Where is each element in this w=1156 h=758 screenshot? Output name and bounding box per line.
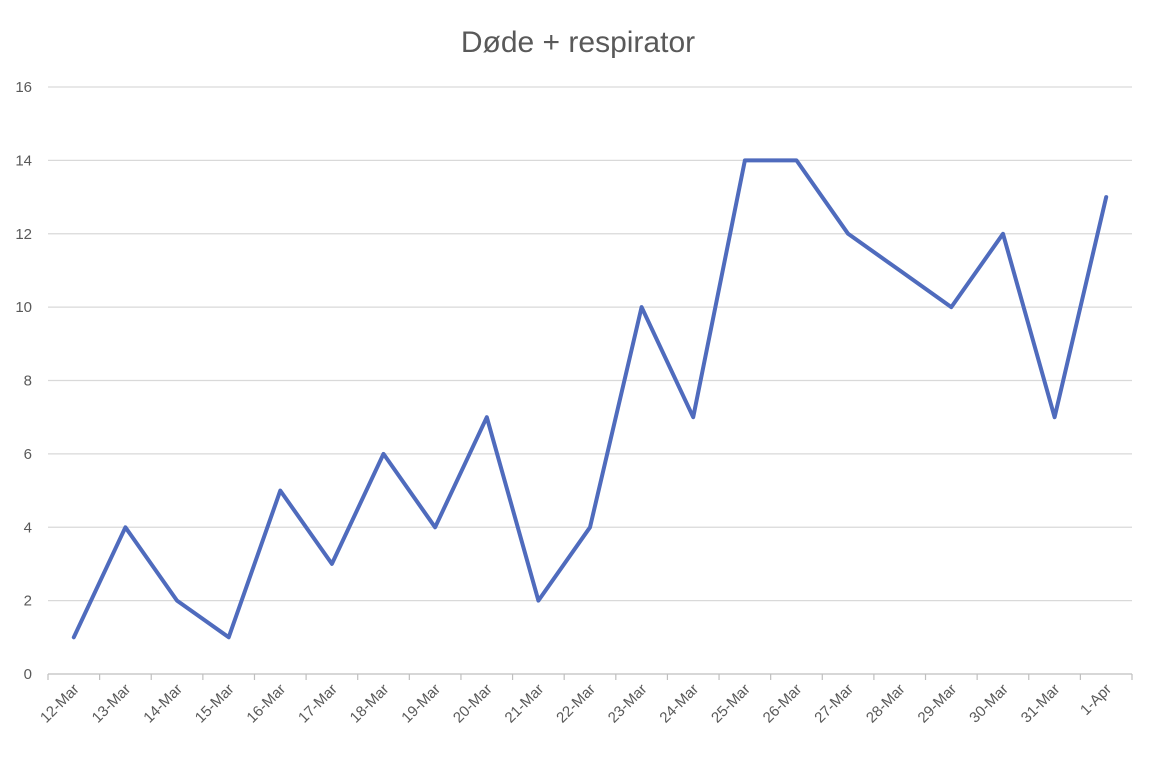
series-layer	[71, 158, 1109, 640]
x-tick-label: 17-Mar	[295, 681, 341, 727]
x-tick-label: 12-Mar	[37, 681, 83, 727]
x-tick-label: 29-Mar	[915, 681, 961, 727]
y-axis-tick-labels: 0 2 4 6 8 10 12 14 16	[15, 79, 32, 683]
y-tick-label: 0	[24, 666, 32, 683]
x-tick-label: 16-Mar	[243, 681, 289, 727]
y-tick-label: 14	[15, 152, 32, 169]
x-tick-label: 22-Mar	[553, 681, 599, 727]
gridlines	[48, 86, 1132, 602]
x-tick-label: 19-Mar	[398, 681, 444, 727]
y-tick-label: 4	[24, 519, 32, 536]
chart-title: Døde + respirator	[461, 26, 695, 59]
y-tick-label: 16	[15, 79, 32, 96]
x-tick-label: 27-Mar	[811, 681, 857, 727]
x-tick-label: 18-Mar	[347, 681, 393, 727]
series-line-0	[71, 158, 1109, 640]
x-tick-label: 24-Mar	[656, 681, 702, 727]
x-axis-tick-labels: 12-Mar 13-Mar 14-Mar 15-Mar 16-Mar 17-Mar 18-M…	[37, 681, 1115, 727]
y-tick-label: 8	[24, 373, 32, 390]
x-tick-label: 14-Mar	[140, 681, 186, 727]
y-tick-label: 10	[15, 299, 32, 316]
x-tick-label: 23-Mar	[605, 681, 651, 727]
x-tick-label: 13-Mar	[89, 681, 135, 727]
x-tick-label: 28-Mar	[863, 681, 909, 727]
x-tick-label: 20-Mar	[450, 681, 496, 727]
x-tick-label: 26-Mar	[760, 681, 806, 727]
x-tick-label: 30-Mar	[966, 681, 1012, 727]
y-tick-label: 2	[24, 593, 32, 610]
x-tick-label: 25-Mar	[708, 681, 754, 727]
x-tick-label: 15-Mar	[192, 681, 238, 727]
x-tick-label: 1-Apr	[1077, 681, 1115, 719]
y-tick-label: 6	[24, 446, 32, 463]
x-axis	[47, 673, 1133, 680]
x-tick-label: 21-Mar	[502, 681, 548, 727]
x-tick-label: 31-Mar	[1018, 681, 1064, 727]
y-tick-label: 12	[15, 226, 32, 243]
